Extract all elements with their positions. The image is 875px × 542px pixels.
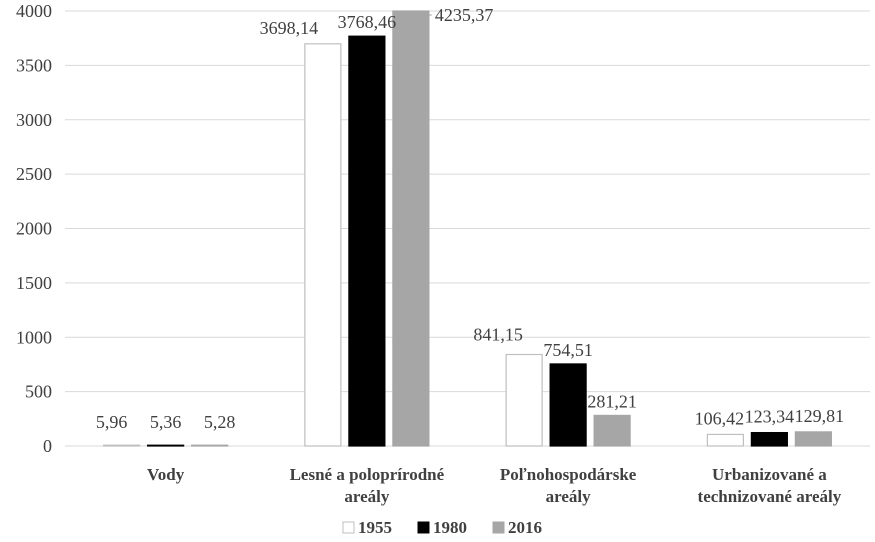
- bar-1955: [706, 433, 744, 447]
- legend-swatch-1955: [342, 521, 355, 534]
- bar-1955: [304, 43, 342, 447]
- legend-swatch-1980: [417, 521, 430, 534]
- x-axis-categories: Vody Lesné a poloprírodné areály Poľnohospo…: [147, 465, 842, 506]
- data-label-2016: 4235,37: [435, 5, 494, 25]
- gridlines: [65, 10, 870, 447]
- legend-label-2016: 2016: [508, 518, 542, 537]
- bar-1955: [505, 353, 543, 447]
- data-label-1980: 5,36: [150, 412, 182, 432]
- data-label-2016: 129,81: [795, 406, 845, 426]
- y-tick-label: 3000: [16, 110, 52, 130]
- y-axis-ticks: 0 500 1000 1500 2000 2500 3000 3500 4000: [16, 1, 52, 456]
- bar-1980: [147, 444, 185, 447]
- y-tick-label: 1000: [16, 327, 52, 347]
- data-label-2016: 281,21: [587, 391, 637, 411]
- bar-2016: [191, 444, 229, 447]
- category-label: areály: [344, 487, 390, 506]
- category-label: Lesné a poloprírodné: [290, 465, 445, 484]
- y-tick-label: 2000: [16, 219, 52, 239]
- bar-2016: [794, 431, 832, 447]
- category-label: technizované areály: [698, 487, 842, 506]
- category-label: Urbanizované a: [712, 465, 827, 484]
- data-label-1955: 3698,14: [260, 18, 319, 38]
- category-label: Poľnohospodárske: [500, 465, 637, 484]
- bar-2016: [392, 10, 430, 447]
- category-label: Vody: [147, 465, 185, 484]
- bar-1980: [750, 431, 788, 447]
- bar-1980: [348, 35, 386, 447]
- data-label-1955: 106,42: [695, 408, 745, 428]
- y-tick-label: 500: [25, 382, 52, 402]
- bar-1980: [549, 363, 587, 447]
- category-label: areály: [546, 487, 592, 506]
- y-tick-label: 4000: [16, 1, 52, 21]
- data-label-1955: 5,96: [96, 412, 128, 432]
- y-tick-label: 3500: [16, 55, 52, 75]
- data-label-1955: 841,15: [473, 325, 523, 345]
- data-label-1980: 3768,46: [338, 12, 397, 32]
- bar-2016: [593, 414, 631, 447]
- bar-1955: [103, 444, 141, 447]
- legend: 1955 1980 2016: [342, 518, 542, 537]
- legend-label-1955: 1955: [358, 518, 392, 537]
- legend-swatch-2016: [492, 521, 505, 534]
- y-tick-label: 2500: [16, 164, 52, 184]
- data-label-1980: 754,51: [543, 340, 593, 360]
- data-label-1980: 123,34: [745, 407, 795, 427]
- legend-label-1980: 1980: [433, 518, 467, 537]
- data-labels: 5,96 5,36 5,28 3698,14 3768,46 4235,37 841,15 7…: [96, 5, 844, 432]
- bars: [103, 10, 832, 447]
- data-label-2016: 5,28: [204, 412, 236, 432]
- y-tick-label: 0: [43, 436, 52, 456]
- y-tick-label: 1500: [16, 273, 52, 293]
